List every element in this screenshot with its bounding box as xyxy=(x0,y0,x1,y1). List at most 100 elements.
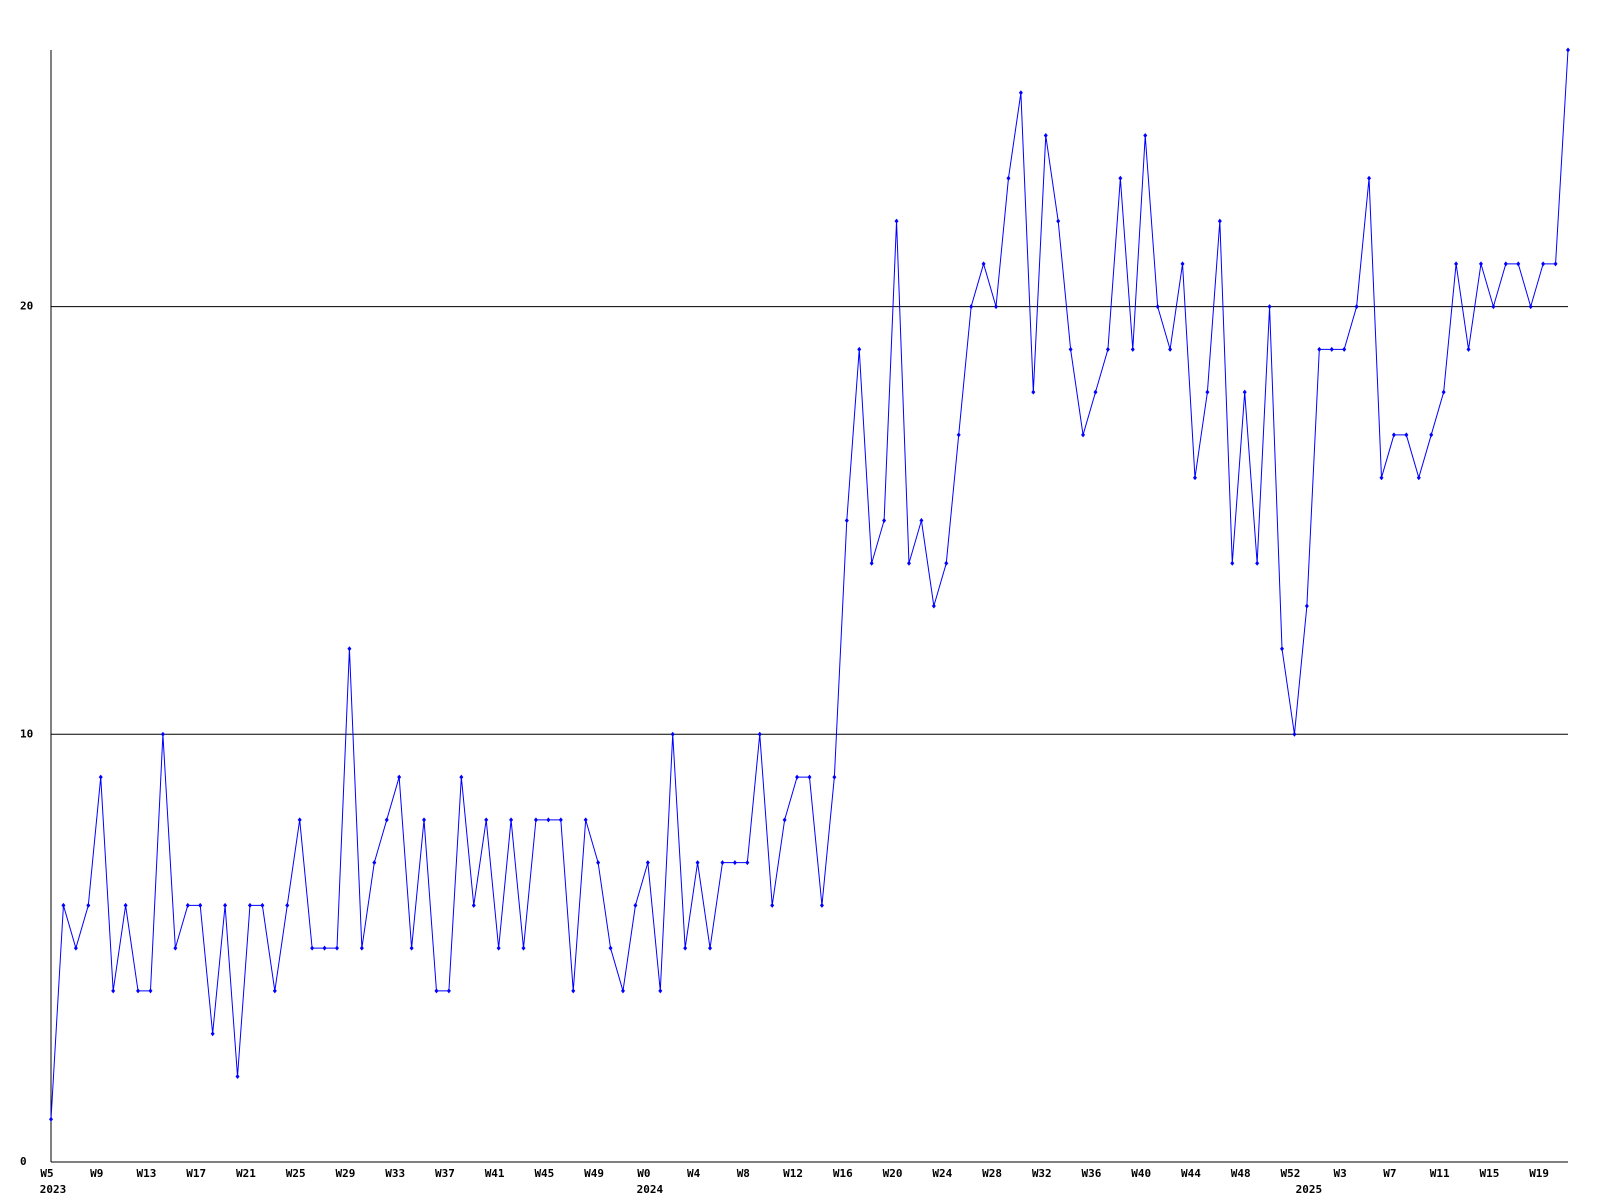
y-tick-label: 0 xyxy=(20,1155,27,1168)
point xyxy=(782,817,787,823)
point xyxy=(173,945,178,951)
point xyxy=(1292,731,1297,737)
point xyxy=(73,945,78,951)
point xyxy=(1031,389,1036,395)
point xyxy=(446,988,451,994)
x-tick-label: W37 xyxy=(435,1167,455,1180)
point xyxy=(596,860,601,866)
point xyxy=(148,988,153,994)
point xyxy=(919,517,924,523)
point xyxy=(1006,175,1011,181)
point xyxy=(1018,90,1023,96)
x-tick-label: W44 xyxy=(1181,1167,1201,1180)
point xyxy=(322,945,327,951)
point xyxy=(1367,175,1372,181)
x-tick-label: W25 xyxy=(286,1167,306,1180)
point xyxy=(1541,261,1546,267)
x-group-label: 2023 xyxy=(40,1183,67,1196)
point xyxy=(1267,304,1272,310)
point xyxy=(111,988,116,994)
point xyxy=(1304,603,1309,609)
point xyxy=(160,731,165,737)
x-tick-label: W16 xyxy=(833,1167,853,1180)
x-tick-label: W20 xyxy=(883,1167,903,1180)
point xyxy=(720,860,725,866)
point xyxy=(931,603,936,609)
point xyxy=(521,945,526,951)
point xyxy=(384,817,389,823)
x-tick-label: W49 xyxy=(584,1167,604,1180)
x-tick-label: W15 xyxy=(1479,1167,1499,1180)
point xyxy=(235,1073,240,1079)
point xyxy=(1342,346,1347,352)
point xyxy=(1130,346,1135,352)
point xyxy=(620,988,625,994)
point xyxy=(509,817,514,823)
point xyxy=(409,945,414,951)
point xyxy=(658,988,663,994)
point xyxy=(745,860,750,866)
point xyxy=(1056,218,1061,224)
point xyxy=(123,902,128,908)
point xyxy=(372,860,377,866)
point xyxy=(583,817,588,823)
point xyxy=(86,902,91,908)
point xyxy=(1068,346,1073,352)
point xyxy=(98,774,103,780)
x-tick-label: W52 xyxy=(1281,1167,1301,1180)
point xyxy=(247,902,252,908)
point xyxy=(857,346,862,352)
point xyxy=(1478,261,1483,267)
point xyxy=(571,988,576,994)
point xyxy=(1566,47,1570,53)
point xyxy=(1192,475,1197,481)
point xyxy=(1118,175,1123,181)
x-tick-label: W28 xyxy=(982,1167,1002,1180)
point xyxy=(1280,646,1285,652)
x-tick-label: W21 xyxy=(236,1167,256,1180)
point xyxy=(1093,389,1098,395)
point xyxy=(1255,560,1260,566)
point xyxy=(1429,432,1434,438)
point xyxy=(994,304,999,310)
point xyxy=(1329,346,1334,352)
point xyxy=(198,902,203,908)
point xyxy=(210,1031,215,1037)
point xyxy=(770,902,775,908)
x-tick-label: W17 xyxy=(186,1167,206,1180)
x-tick-label: W45 xyxy=(534,1167,554,1180)
point xyxy=(757,731,762,737)
point xyxy=(223,902,228,908)
point xyxy=(185,902,190,908)
point xyxy=(310,945,315,951)
point xyxy=(484,817,489,823)
point xyxy=(869,560,874,566)
point xyxy=(1491,304,1496,310)
point xyxy=(1180,261,1185,267)
point xyxy=(1516,261,1521,267)
point xyxy=(956,432,961,438)
point xyxy=(1416,475,1421,481)
point xyxy=(136,988,141,994)
x-tick-label: W40 xyxy=(1131,1167,1151,1180)
x-tick-label: W8 xyxy=(737,1167,750,1180)
x-tick-label: W4 xyxy=(687,1167,701,1180)
point xyxy=(1404,432,1409,438)
point xyxy=(285,902,290,908)
x-tick-label: W48 xyxy=(1231,1167,1251,1180)
point xyxy=(359,945,364,951)
point xyxy=(434,988,439,994)
point xyxy=(347,646,352,652)
point xyxy=(471,902,476,908)
x-tick-label: W7 xyxy=(1383,1167,1396,1180)
x-tick-label: W36 xyxy=(1082,1167,1102,1180)
point xyxy=(832,774,837,780)
x-group-label: 2024 xyxy=(637,1183,664,1196)
point xyxy=(1217,218,1222,224)
point xyxy=(819,902,824,908)
point xyxy=(670,731,675,737)
point xyxy=(683,945,688,951)
point xyxy=(1454,261,1459,267)
point xyxy=(844,517,849,523)
